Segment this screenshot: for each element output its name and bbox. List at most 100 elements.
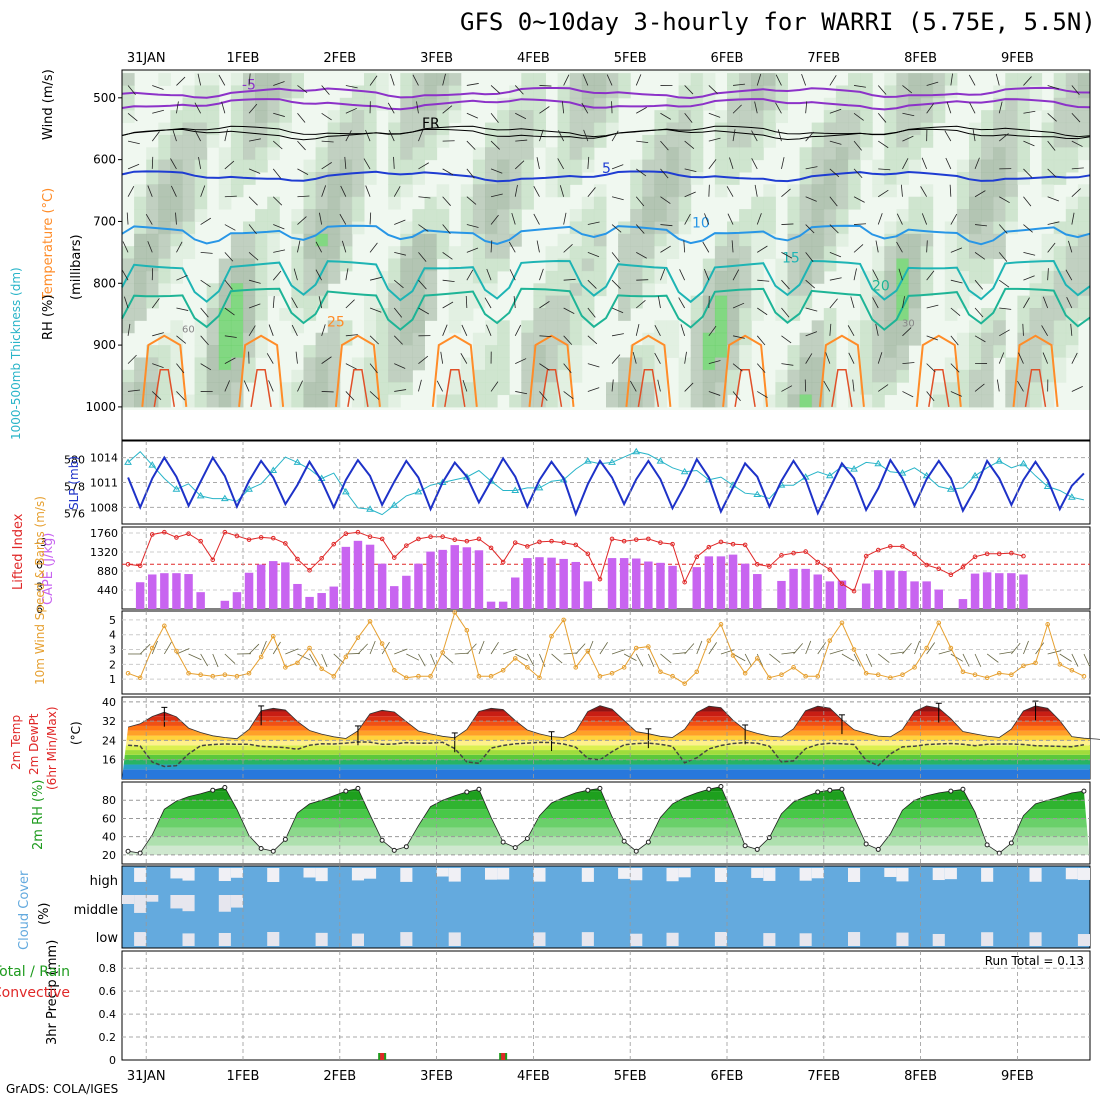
wind-barb (974, 157, 980, 170)
wind-barb (369, 335, 379, 345)
rh-shade-cell (642, 345, 655, 358)
wind10-tick-label: 5 (109, 614, 116, 627)
rh-shade-cell (630, 394, 643, 408)
wind10-point (936, 620, 942, 626)
rh-shade-cell (896, 308, 909, 321)
li-point (924, 562, 929, 568)
rh-shade-cell (956, 209, 970, 222)
rh-shade-cell (339, 258, 353, 272)
rh-shade-cell (194, 147, 208, 161)
wind10-point (452, 610, 458, 615)
li-point (803, 549, 808, 554)
rh-shade-cell (315, 382, 329, 396)
rh-shade-cell (533, 295, 546, 309)
wind-barb (877, 352, 883, 364)
rh-shade-cell (509, 209, 522, 222)
wind10-barb (321, 653, 328, 668)
rh-shade-cell (327, 110, 341, 124)
rh-shade-cell (1077, 73, 1091, 86)
cloud-high-bar (218, 868, 231, 882)
rh-shade-cell (751, 134, 764, 148)
rh-shade-cell (1041, 357, 1055, 371)
rh-shade-cell (1053, 110, 1067, 124)
rh-shade-cell (1065, 122, 1079, 136)
rh-shade-cell (339, 159, 353, 173)
wind-barb (587, 221, 600, 225)
wind10-point (367, 619, 373, 624)
rh-shade-cell (291, 209, 304, 222)
rh-shade-cell (654, 196, 667, 210)
wind-barb (926, 103, 934, 114)
li-line (128, 531, 1024, 592)
rh-shade-cell (739, 233, 752, 247)
wind10-point (428, 673, 433, 679)
date-label-bottom: 7FEB (807, 1069, 840, 1084)
rh-shade-cell (714, 283, 728, 297)
wind10-barb (635, 653, 644, 667)
rh-shade-cell (1053, 320, 1067, 334)
rh-shade-cell (799, 196, 813, 210)
rh-shade-cell (993, 221, 1006, 235)
rh-shade-cell (497, 258, 510, 272)
wind10-point (597, 673, 603, 679)
upper-air-tick-label: 800 (93, 276, 116, 290)
rh-shade-cell (666, 97, 680, 111)
rh-shade-cell (1053, 221, 1067, 235)
rh-shade-cell (823, 369, 837, 383)
wind-barb (224, 380, 230, 392)
rh-shade-cell (412, 345, 425, 358)
wind-barb (587, 307, 596, 318)
wind-barb (660, 245, 671, 253)
wind-barb (805, 307, 818, 312)
rh-shade-cell (170, 196, 183, 210)
rh-shade-cell (581, 196, 595, 210)
rh-shade-cell (533, 110, 546, 124)
wind-barb (998, 252, 1008, 262)
isotherm-25-line (915, 334, 962, 407)
cape-bar (414, 563, 423, 609)
rh-shade-cell (860, 308, 873, 321)
cloud-mid-bar (170, 895, 183, 909)
wind-barb (756, 335, 766, 346)
wind-barb (1070, 323, 1073, 336)
rh-shade-cell (412, 147, 425, 161)
wind-barb (514, 184, 518, 197)
wind10-barb (805, 640, 812, 655)
rh-shade-cell (557, 382, 571, 396)
rh-shade-cell (122, 283, 135, 297)
cloud-high-bar (581, 868, 594, 882)
rh-shade-cell (412, 73, 425, 86)
isotherm-25-line (1012, 334, 1059, 407)
wind-barb (272, 196, 283, 206)
wind-barb (224, 279, 233, 290)
temp-band (122, 769, 1090, 779)
li-point (996, 551, 1002, 557)
wind-barb (248, 224, 257, 235)
rh-shade-cell (146, 246, 159, 260)
thickness-point (825, 471, 834, 479)
wind-barb (172, 129, 177, 142)
rh-shade-cell (509, 196, 522, 210)
rh-shade-cell (388, 320, 401, 334)
li-point (464, 538, 470, 544)
cape-bar (523, 558, 532, 609)
rh-shade-cell (400, 308, 413, 321)
rh-shade-cell (799, 221, 813, 235)
wind-barb (781, 363, 794, 366)
wind-barb (345, 334, 358, 337)
rh-shade-cell (654, 110, 667, 124)
rh-shade-cell (630, 270, 643, 284)
rh-shade-cell (775, 110, 788, 124)
rh-shade-cell (267, 196, 280, 210)
rh-band (122, 836, 1090, 846)
rh-shade-cell (969, 196, 982, 210)
rh-shade-cell (751, 295, 764, 309)
rh-shade-cell (969, 320, 982, 334)
wind-barb (418, 279, 427, 290)
wind-barb (926, 81, 939, 86)
rh-shade-cell (884, 172, 897, 185)
rh-shade-cell (533, 134, 546, 148)
rh-shade-cell (593, 209, 607, 222)
wind-barb (829, 168, 840, 178)
wind-barb (291, 297, 298, 309)
